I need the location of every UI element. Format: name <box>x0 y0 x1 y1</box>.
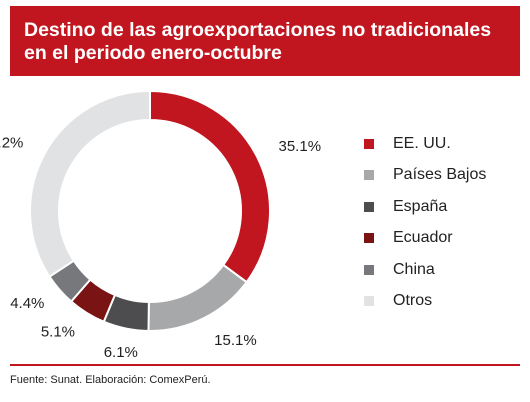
legend-item-ee-uu: EE. UU. <box>364 128 486 160</box>
chart-legend: EE. UU. Países Bajos España Ecuador Chin… <box>364 128 486 317</box>
legend-item-otros: Otros <box>364 286 486 318</box>
legend-label: Otros <box>393 292 433 310</box>
data-label-ee-uu: 35.1% <box>279 138 322 155</box>
data-label-otros: 34.2% <box>0 134 23 151</box>
legend-label: EE. UU. <box>393 134 451 152</box>
slice-ee-uu <box>149 89 271 284</box>
source-note: Fuente: Sunat. Elaboración: ComexPerú. <box>10 374 211 386</box>
legend-swatch <box>364 138 374 149</box>
slice-otros <box>29 89 151 278</box>
legend-swatch <box>364 233 374 244</box>
legend-label: China <box>393 260 435 278</box>
slice-paises-bajos <box>147 263 249 332</box>
legend-item-paises-bajos: Países Bajos <box>364 160 486 192</box>
source-divider <box>10 364 520 366</box>
legend-label: Ecuador <box>393 229 453 247</box>
donut-slices <box>29 89 271 333</box>
legend-item-china: China <box>364 254 486 286</box>
data-label-paises-bajos: 15.1% <box>214 332 257 349</box>
donut-chart: 35.1% 15.1% 6.1% 5.1% 4.4% 34.2% <box>0 89 321 361</box>
legend-swatch <box>364 201 374 212</box>
legend-swatch <box>364 170 374 181</box>
data-label-ecuador: 5.1% <box>41 324 75 341</box>
chart-title: Destino de las agroexportaciones no trad… <box>24 19 492 64</box>
data-label-espana: 6.1% <box>104 344 138 361</box>
data-labels: 35.1% 15.1% 6.1% 5.1% 4.4% 34.2% <box>0 134 321 361</box>
legend-swatch <box>364 264 374 275</box>
chart-header: Destino de las agroexportaciones no trad… <box>10 6 520 76</box>
legend-item-espana: España <box>364 191 486 223</box>
data-label-china: 4.4% <box>10 295 44 312</box>
legend-label: Países Bajos <box>393 166 487 184</box>
legend-swatch <box>364 296 374 307</box>
legend-item-ecuador: Ecuador <box>364 223 486 255</box>
legend-label: España <box>393 197 448 215</box>
